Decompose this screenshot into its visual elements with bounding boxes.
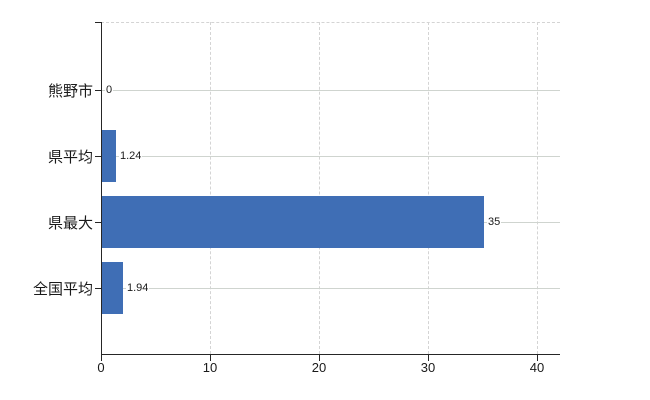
- category-gridline: [101, 90, 560, 91]
- x-tick-label: 0: [97, 360, 105, 375]
- value-label: 1.94: [126, 280, 150, 296]
- x-axis-line: [101, 354, 560, 355]
- x-tick-label: 40: [529, 360, 545, 375]
- vertical-gridline-40: [537, 22, 538, 354]
- bar: [102, 196, 484, 248]
- chart-row: 県最大 35: [0, 189, 650, 255]
- x-tick-label: 30: [420, 360, 436, 375]
- vertical-gridline-30: [428, 22, 429, 354]
- y-axis-top-tick: [95, 22, 101, 23]
- value-label: 1.24: [119, 148, 143, 164]
- y-axis-tick: [95, 90, 101, 91]
- category-label: 熊野市: [47, 82, 93, 100]
- x-tick-label: 10: [202, 360, 218, 375]
- x-tick-label: 20: [311, 360, 327, 375]
- bar: [102, 130, 116, 182]
- x-axis-tick: [537, 354, 538, 361]
- chart-row: 県平均 1.24: [0, 123, 650, 189]
- bar: [102, 262, 123, 314]
- value-label: 35: [487, 214, 502, 230]
- category-gridline: [101, 156, 560, 157]
- chart-row: 全国平均 1.94: [0, 255, 650, 321]
- category-label: 県最大: [47, 214, 93, 232]
- x-axis-tick: [101, 354, 102, 361]
- category-gridline: [101, 288, 560, 289]
- category-label: 県平均: [47, 148, 93, 166]
- x-axis-tick: [428, 354, 429, 361]
- category-label: 全国平均: [32, 280, 93, 298]
- vertical-gridline-20: [319, 22, 320, 354]
- chart-row: 熊野市 0: [0, 57, 650, 123]
- y-axis-tick: [95, 156, 101, 157]
- y-axis-tick: [95, 288, 101, 289]
- top-gridline: [101, 22, 560, 23]
- y-axis-line: [101, 22, 102, 361]
- x-axis-tick: [210, 354, 211, 361]
- y-axis-tick: [95, 222, 101, 223]
- value-label: 0: [105, 82, 114, 98]
- vertical-gridline-10: [210, 22, 211, 354]
- x-axis-tick: [319, 354, 320, 361]
